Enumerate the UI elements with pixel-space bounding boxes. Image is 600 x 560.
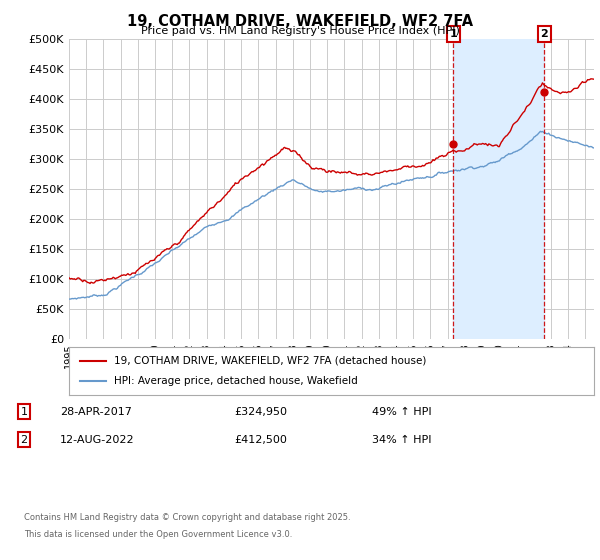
Text: This data is licensed under the Open Government Licence v3.0.: This data is licensed under the Open Gov… [24,530,292,539]
Text: 1: 1 [20,407,28,417]
Text: 34% ↑ HPI: 34% ↑ HPI [372,435,431,445]
Text: Price paid vs. HM Land Registry's House Price Index (HPI): Price paid vs. HM Land Registry's House … [140,26,460,36]
Text: £412,500: £412,500 [234,435,287,445]
Text: HPI: Average price, detached house, Wakefield: HPI: Average price, detached house, Wake… [113,376,358,386]
Text: 28-APR-2017: 28-APR-2017 [60,407,132,417]
Text: Contains HM Land Registry data © Crown copyright and database right 2025.: Contains HM Land Registry data © Crown c… [24,514,350,522]
Text: 12-AUG-2022: 12-AUG-2022 [60,435,134,445]
Bar [454,39,544,339]
Text: 49% ↑ HPI: 49% ↑ HPI [372,407,431,417]
Text: 19, COTHAM DRIVE, WAKEFIELD, WF2 7FA: 19, COTHAM DRIVE, WAKEFIELD, WF2 7FA [127,14,473,29]
Text: 19, COTHAM DRIVE, WAKEFIELD, WF2 7FA (detached house): 19, COTHAM DRIVE, WAKEFIELD, WF2 7FA (de… [113,356,426,366]
Text: 2: 2 [20,435,28,445]
Text: £324,950: £324,950 [234,407,287,417]
Text: 2: 2 [541,29,548,39]
Text: 1: 1 [449,29,457,39]
